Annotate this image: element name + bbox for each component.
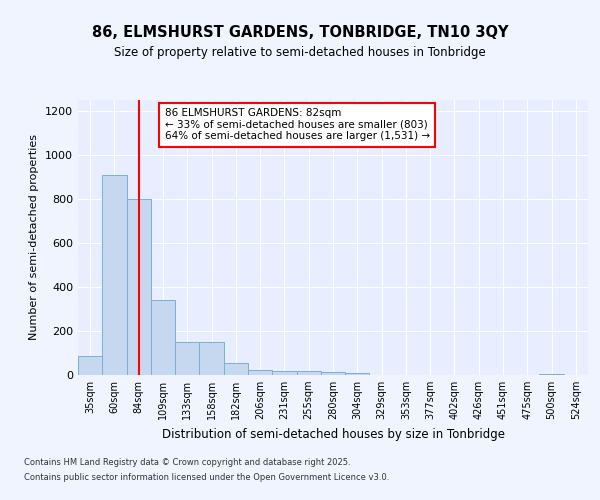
Bar	[224, 363, 248, 375]
Text: 86 ELMSHURST GARDENS: 82sqm
← 33% of semi-detached houses are smaller (803)
64% : 86 ELMSHURST GARDENS: 82sqm ← 33% of sem…	[164, 108, 430, 142]
Bar	[345, 373, 370, 375]
Bar	[102, 175, 127, 375]
Bar	[539, 374, 564, 375]
Text: Contains public sector information licensed under the Open Government Licence v3: Contains public sector information licen…	[24, 473, 389, 482]
Bar	[199, 342, 224, 375]
Text: 86, ELMSHURST GARDENS, TONBRIDGE, TN10 3QY: 86, ELMSHURST GARDENS, TONBRIDGE, TN10 3…	[92, 25, 508, 40]
Text: Size of property relative to semi-detached houses in Tonbridge: Size of property relative to semi-detach…	[114, 46, 486, 59]
Bar	[151, 300, 175, 375]
Bar	[296, 370, 321, 375]
Bar	[175, 342, 199, 375]
Y-axis label: Number of semi-detached properties: Number of semi-detached properties	[29, 134, 40, 340]
Text: Contains HM Land Registry data © Crown copyright and database right 2025.: Contains HM Land Registry data © Crown c…	[24, 458, 350, 467]
Bar	[248, 370, 272, 375]
Bar	[272, 370, 296, 375]
Bar	[78, 356, 102, 375]
X-axis label: Distribution of semi-detached houses by size in Tonbridge: Distribution of semi-detached houses by …	[161, 428, 505, 440]
Bar	[321, 372, 345, 375]
Bar	[127, 199, 151, 375]
